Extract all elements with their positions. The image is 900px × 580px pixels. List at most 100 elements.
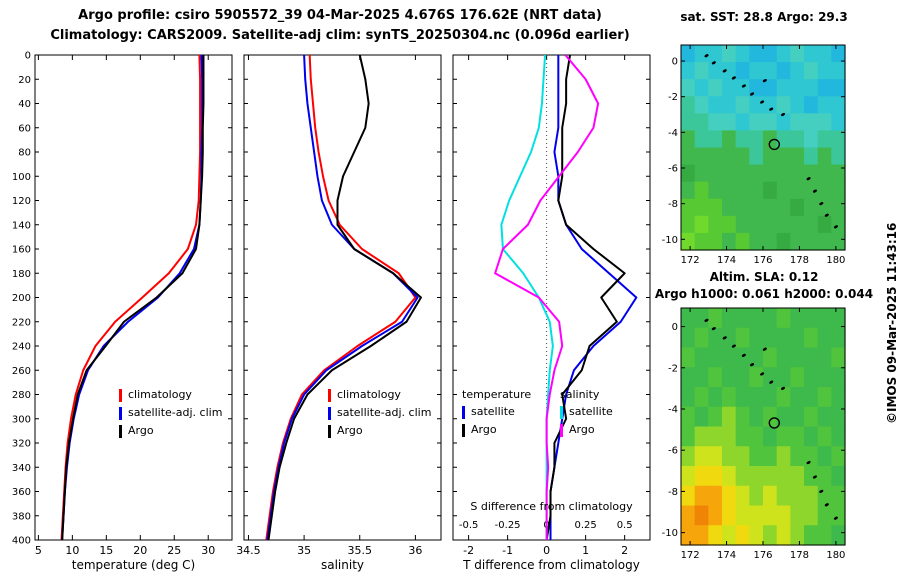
watermark: ©IMOS 09-Mar-2025 11:43:16 <box>885 222 899 424</box>
legend-temperature-panel: climatology satellite-adj. clim Argo <box>119 386 222 440</box>
svg-text:80: 80 <box>18 148 31 159</box>
legend-item-climatology: climatology <box>119 386 222 404</box>
svg-text:-2: -2 <box>668 92 678 103</box>
svg-text:-10: -10 <box>662 528 678 539</box>
legend-label: Argo <box>569 423 595 436</box>
svg-text:15: 15 <box>99 544 113 557</box>
svg-text:20: 20 <box>18 75 31 86</box>
svg-text:174: 174 <box>717 255 736 266</box>
legend-header-temperature: temperature <box>462 388 532 401</box>
svg-text:174: 174 <box>717 550 736 561</box>
svg-text:-8: -8 <box>668 487 678 498</box>
t-difference-axis-label: T difference from climatology <box>463 558 640 572</box>
legend-item-t-satellite: satellite <box>462 403 531 421</box>
svg-text:-0.5: -0.5 <box>459 520 479 531</box>
svg-text:178: 178 <box>790 550 809 561</box>
svg-text:36: 36 <box>408 544 422 557</box>
argo-line-swatch <box>328 424 331 438</box>
s-satellite-line-swatch <box>560 405 563 419</box>
sla-map-title: Altim. SLA: 0.12 <box>709 270 819 284</box>
svg-text:176: 176 <box>753 550 772 561</box>
temperature-axis-label: temperature (deg C) <box>71 558 196 572</box>
svg-text:172: 172 <box>681 255 700 266</box>
svg-text:-2: -2 <box>463 544 474 557</box>
svg-text:300: 300 <box>12 414 31 425</box>
svg-text:0: 0 <box>25 51 31 62</box>
legend-label: satellite <box>471 405 515 418</box>
legend-item-t-argo: Argo <box>462 421 531 439</box>
svg-text:160: 160 <box>12 245 31 256</box>
satellite-clim-line-swatch <box>328 406 331 420</box>
salinity-profile: 34.5 35 35.5 36 <box>236 54 442 557</box>
sla-map: 172 174 176 178 180 0 -2 -4 -6 -8 -10 <box>662 307 846 561</box>
svg-text:40: 40 <box>18 99 31 110</box>
sla-map-subtitle: Argo h1000: 0.061 h2000: 0.044 <box>654 287 874 301</box>
svg-text:240: 240 <box>12 342 31 353</box>
argo-line-swatch <box>119 424 122 438</box>
svg-text:30: 30 <box>201 544 215 557</box>
svg-text:-6: -6 <box>668 164 678 175</box>
svg-text:20: 20 <box>133 544 147 557</box>
svg-text:60: 60 <box>18 123 31 134</box>
legend-header-salinity: salinity <box>560 388 600 401</box>
svg-text:34.5: 34.5 <box>236 544 261 557</box>
legend-item-satellite-adj-clim: satellite-adj. clim <box>119 404 222 422</box>
svg-text:320: 320 <box>12 439 31 450</box>
svg-text:176: 176 <box>753 255 772 266</box>
climatology-line-swatch <box>328 388 331 402</box>
svg-text:-2: -2 <box>668 363 678 374</box>
legend-label: satellite <box>569 405 613 418</box>
svg-text:-8: -8 <box>668 199 678 210</box>
legend-label: Argo <box>128 424 154 437</box>
svg-text:200: 200 <box>12 293 31 304</box>
legend-label: satellite-adj. clim <box>128 406 223 419</box>
legend-label: satellite-adj. clim <box>337 406 432 419</box>
svg-text:400: 400 <box>12 536 31 547</box>
legend-salinity-difference: salinity satellite Argo <box>560 386 613 439</box>
svg-text:25: 25 <box>167 544 181 557</box>
svg-text:260: 260 <box>12 366 31 377</box>
svg-text:-4: -4 <box>668 128 678 139</box>
svg-text:0: 0 <box>543 544 550 557</box>
legend-item-argo: Argo <box>328 422 431 440</box>
svg-text:-4: -4 <box>668 404 678 415</box>
svg-text:10: 10 <box>65 544 79 557</box>
svg-text:-10: -10 <box>662 235 678 246</box>
temperature-profile: 5 10 15 20 25 3002040608010012014016018020022… <box>12 51 233 557</box>
legend-item-climatology: climatology <box>328 386 431 404</box>
legend-item-satellite-adj-clim: satellite-adj. clim <box>328 404 431 422</box>
svg-text:1: 1 <box>582 544 589 557</box>
sst-map: 172 174 176 178 180 0 -2 -4 -6 -8 -10 <box>662 44 846 266</box>
s-difference-axis-label: S difference from climatology <box>470 500 633 513</box>
legend-item-argo: Argo <box>119 422 222 440</box>
svg-text:220: 220 <box>12 317 31 328</box>
svg-text:0.5: 0.5 <box>617 520 633 531</box>
svg-text:180: 180 <box>826 255 845 266</box>
salinity-axis-label: salinity <box>320 558 365 572</box>
svg-text:-1: -1 <box>502 544 513 557</box>
svg-text:280: 280 <box>12 390 31 401</box>
svg-text:120: 120 <box>12 196 31 207</box>
satellite-clim-line-swatch <box>119 406 122 420</box>
svg-text:140: 140 <box>12 220 31 231</box>
legend-temperature-difference: temperature satellite Argo <box>462 386 531 439</box>
legend-item-s-argo: Argo <box>560 421 613 439</box>
difference-profile: -2 -1 0 1 2-0.5 -0.25 0 0.25 0.5 <box>452 54 651 557</box>
svg-text:35.5: 35.5 <box>348 544 373 557</box>
legend-label: Argo <box>337 424 363 437</box>
svg-text:178: 178 <box>790 255 809 266</box>
svg-text:0: 0 <box>672 322 678 333</box>
svg-text:-6: -6 <box>668 446 678 457</box>
svg-text:180: 180 <box>826 550 845 561</box>
svg-text:0.25: 0.25 <box>575 520 597 531</box>
svg-text:172: 172 <box>681 550 700 561</box>
legend-item-s-satellite: satellite <box>560 403 613 421</box>
svg-text:2: 2 <box>621 544 628 557</box>
svg-text:-0.25: -0.25 <box>495 520 521 531</box>
s-argo-line-swatch <box>560 423 563 437</box>
legend-label: climatology <box>128 388 192 401</box>
legend-label: Argo <box>471 423 497 436</box>
svg-text:340: 340 <box>12 463 31 474</box>
